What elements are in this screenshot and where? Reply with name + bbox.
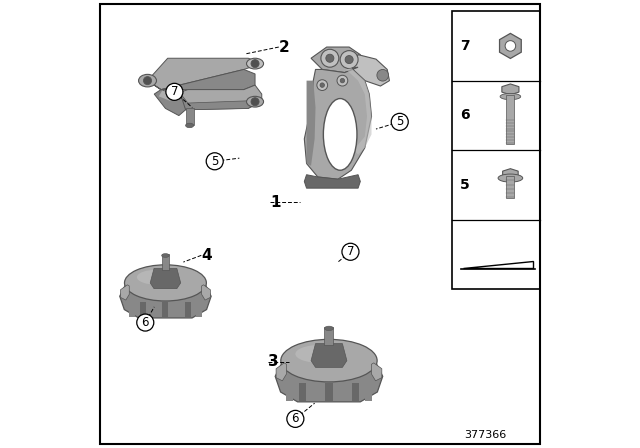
Circle shape: [251, 98, 259, 106]
Polygon shape: [202, 285, 211, 300]
Ellipse shape: [137, 270, 179, 285]
Bar: [129, 302, 135, 317]
Polygon shape: [150, 268, 180, 289]
Text: 5: 5: [396, 115, 403, 129]
Ellipse shape: [281, 340, 377, 382]
Circle shape: [317, 80, 328, 90]
Circle shape: [337, 75, 348, 86]
Polygon shape: [307, 81, 316, 166]
Polygon shape: [154, 90, 186, 116]
Ellipse shape: [162, 254, 169, 258]
Bar: [506, 176, 515, 198]
Polygon shape: [174, 85, 262, 110]
Bar: [185, 302, 191, 317]
Ellipse shape: [186, 123, 194, 128]
Ellipse shape: [498, 174, 523, 182]
Polygon shape: [311, 47, 360, 73]
Polygon shape: [305, 67, 372, 179]
Polygon shape: [276, 363, 287, 381]
Polygon shape: [148, 58, 262, 90]
Circle shape: [320, 83, 324, 87]
Bar: [140, 302, 146, 317]
Bar: [365, 383, 372, 401]
Ellipse shape: [323, 99, 357, 170]
Text: 4: 4: [202, 248, 212, 263]
Bar: [186, 108, 194, 125]
Circle shape: [326, 54, 334, 62]
Bar: [324, 327, 333, 345]
Ellipse shape: [500, 93, 521, 100]
Circle shape: [287, 410, 304, 427]
Polygon shape: [120, 285, 129, 300]
Text: 377366: 377366: [465, 430, 507, 439]
Ellipse shape: [246, 96, 264, 107]
Circle shape: [340, 78, 345, 83]
Circle shape: [505, 41, 516, 51]
Bar: [312, 383, 319, 401]
Polygon shape: [120, 285, 211, 318]
Polygon shape: [502, 169, 518, 179]
Bar: [299, 383, 307, 401]
Text: 3: 3: [268, 354, 278, 370]
Bar: [162, 254, 169, 270]
Circle shape: [137, 314, 154, 331]
Polygon shape: [371, 363, 382, 381]
Circle shape: [340, 51, 358, 69]
Bar: [286, 383, 293, 401]
Ellipse shape: [246, 58, 264, 69]
Polygon shape: [500, 34, 521, 59]
Polygon shape: [463, 261, 533, 268]
Circle shape: [342, 243, 359, 260]
Bar: [163, 302, 168, 317]
Bar: [351, 383, 359, 401]
Ellipse shape: [125, 265, 206, 301]
Polygon shape: [275, 363, 383, 402]
Bar: [173, 302, 180, 317]
Circle shape: [321, 49, 339, 67]
Polygon shape: [502, 84, 519, 95]
Circle shape: [345, 56, 353, 64]
Text: 7: 7: [460, 39, 470, 53]
Circle shape: [391, 113, 408, 130]
Ellipse shape: [296, 345, 344, 363]
Text: 6: 6: [292, 412, 299, 426]
Text: 6: 6: [141, 316, 149, 329]
Circle shape: [166, 83, 183, 100]
Bar: [196, 302, 202, 317]
Bar: [452, 11, 540, 289]
Polygon shape: [174, 93, 255, 110]
Polygon shape: [159, 90, 174, 101]
Polygon shape: [305, 175, 360, 188]
Circle shape: [377, 69, 388, 81]
Text: 7: 7: [171, 85, 178, 99]
Text: 7: 7: [347, 245, 354, 258]
Text: 6: 6: [460, 108, 470, 122]
Bar: [325, 383, 333, 401]
Text: 2: 2: [279, 39, 289, 55]
Circle shape: [143, 77, 152, 85]
Text: 1: 1: [270, 195, 280, 210]
Ellipse shape: [139, 74, 157, 87]
Text: 5: 5: [211, 155, 218, 168]
Text: 5: 5: [460, 178, 470, 192]
Circle shape: [251, 60, 259, 68]
Ellipse shape: [324, 326, 333, 331]
Bar: [339, 383, 346, 401]
Polygon shape: [148, 69, 255, 90]
Polygon shape: [346, 68, 372, 155]
Bar: [506, 95, 515, 145]
Bar: [151, 302, 157, 317]
Polygon shape: [351, 55, 389, 86]
Circle shape: [206, 153, 223, 170]
Polygon shape: [311, 344, 347, 367]
